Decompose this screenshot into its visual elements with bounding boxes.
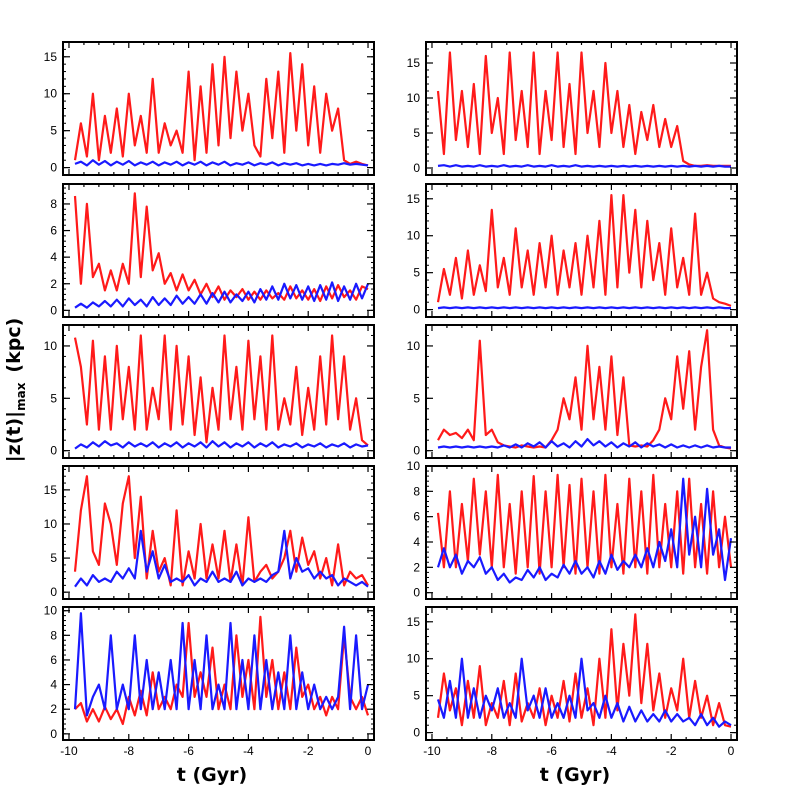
x-tick-label: -10: [60, 744, 78, 758]
y-tick-label: 10: [44, 604, 58, 618]
y-tick-label: 15: [44, 483, 58, 497]
y-tick-label: 8: [413, 484, 420, 498]
y-tick-label: 4: [50, 678, 57, 692]
series-line-1-1: [437, 164, 731, 168]
x-tick-label: -4: [606, 744, 617, 758]
y-tick-label: 5: [413, 689, 420, 703]
y-tick-label: 8: [50, 197, 57, 211]
series-line-2-1: [74, 281, 370, 309]
svg-text:|z(t)|max(kpc): |z(t)|max (kpc): [3, 318, 28, 463]
y-tick-label: 0: [413, 586, 420, 600]
y-tick-label: 10: [44, 87, 58, 101]
y-tick-label: 0: [50, 161, 57, 175]
x-tick-label: -8: [123, 744, 134, 758]
series-line-8-0: [74, 615, 370, 726]
y-tick-label: 5: [50, 124, 57, 138]
y-axis-title-sub: max: [14, 382, 28, 411]
series-line-2-0: [73, 192, 369, 303]
x-tick-label: -6: [183, 744, 194, 758]
series-line-7-0: [436, 473, 733, 575]
panel-frame: [62, 41, 375, 176]
series-line-9-0: [436, 613, 732, 728]
y-tick-label: 0: [413, 303, 420, 317]
x-tick-label: -6: [546, 744, 557, 758]
y-tick-label: 10: [407, 91, 421, 105]
y-tick-label: 0: [50, 585, 57, 599]
x-axis-title-right: t (Gyr): [540, 764, 610, 786]
panel-3-1: 0 2 4 6 8 10: [407, 459, 738, 600]
y-axis-title: |z(t)|max (kpc): [3, 318, 28, 463]
panel-2-0: 0 5 10: [44, 324, 375, 459]
series-line-1-0: [436, 51, 731, 167]
series-line-3-0: [436, 194, 732, 307]
y-tick-label: 15: [407, 615, 421, 629]
panel-3-0: 0 5 10 15: [44, 465, 375, 600]
y-tick-label: 6: [50, 224, 57, 238]
y-tick-label: 10: [407, 229, 421, 243]
y-tick-label: 4: [50, 250, 57, 264]
panel-4-1: 0 5 10 15 -10 -8 -6 -4 -2 0: [407, 606, 738, 758]
x-tick-label: -2: [666, 744, 677, 758]
y-tick-label: 5: [413, 126, 420, 140]
series-line-3-1: [437, 306, 731, 310]
series-line-9-1: [436, 657, 732, 728]
y-tick-label: 2: [413, 560, 420, 574]
panel-0-0: 0 5 10 15: [44, 41, 375, 176]
y-tick-label: 0: [50, 727, 57, 741]
x-tick-label: -2: [303, 744, 314, 758]
panel-2-1: 0 5 10: [407, 324, 738, 459]
series-line-5-1: [437, 438, 731, 449]
y-tick-label: 10: [407, 652, 421, 666]
series-line-4-1: [74, 440, 369, 450]
y-tick-label: 6: [413, 510, 420, 524]
y-tick-label: 6: [50, 653, 57, 667]
x-tick-label: -8: [486, 744, 497, 758]
y-tick-label: 15: [44, 50, 58, 64]
y-tick-label: 8: [50, 628, 57, 642]
series-line-6-0: [73, 475, 369, 587]
x-tick-label: 0: [728, 744, 735, 758]
panel-1-0: 0 2 4 6 8: [50, 183, 375, 318]
y-tick-label: 2: [50, 277, 57, 291]
series-line-5-0: [437, 329, 732, 450]
panel-4-0: 0 2 4 6 8 10 -10 -8 -6 -4 -2 0: [44, 604, 375, 758]
y-tick-label: 5: [413, 391, 420, 405]
y-tick-label: 15: [407, 56, 421, 70]
y-tick-label: 2: [50, 702, 57, 716]
panel-frame: [62, 606, 375, 741]
series-line-4-0: [73, 334, 369, 447]
y-tick-label: 10: [407, 339, 421, 353]
y-tick-label: 0: [413, 444, 420, 458]
y-tick-label: 4: [413, 535, 420, 549]
y-axis-title-main: |z(t)|: [3, 411, 25, 462]
y-tick-label: 15: [407, 192, 421, 206]
panel-1-1: 0 5 10 15: [407, 183, 738, 318]
panels-group: 0510150510150246805101505100510051015024…: [44, 41, 738, 758]
series-line-0-0: [73, 52, 369, 167]
y-axis-title-unit: (kpc): [3, 318, 25, 373]
y-tick-label: 10: [44, 517, 58, 531]
y-tick-label: 0: [413, 726, 420, 740]
y-tick-label: 0: [413, 161, 420, 175]
series-line-0-1: [74, 159, 369, 167]
series-line-7-1: [436, 477, 733, 584]
y-tick-label: 10: [407, 459, 421, 473]
x-axis-title-left: t (Gyr): [177, 764, 247, 786]
y-tick-label: 5: [413, 266, 420, 280]
y-tick-label: 0: [50, 303, 57, 317]
panel-frame: [425, 183, 738, 318]
x-tick-label: 0: [365, 744, 372, 758]
y-tick-label: 5: [50, 391, 57, 405]
x-tick-label: -4: [243, 744, 254, 758]
series-line-8-1: [73, 612, 370, 717]
y-tick-label: 10: [44, 339, 58, 353]
y-tick-label: 0: [50, 444, 57, 458]
panel-0-1: 0 5 10 15: [407, 41, 738, 176]
y-tick-label: 5: [50, 551, 57, 565]
series-line-6-1: [74, 529, 369, 588]
x-tick-label: -10: [423, 744, 441, 758]
